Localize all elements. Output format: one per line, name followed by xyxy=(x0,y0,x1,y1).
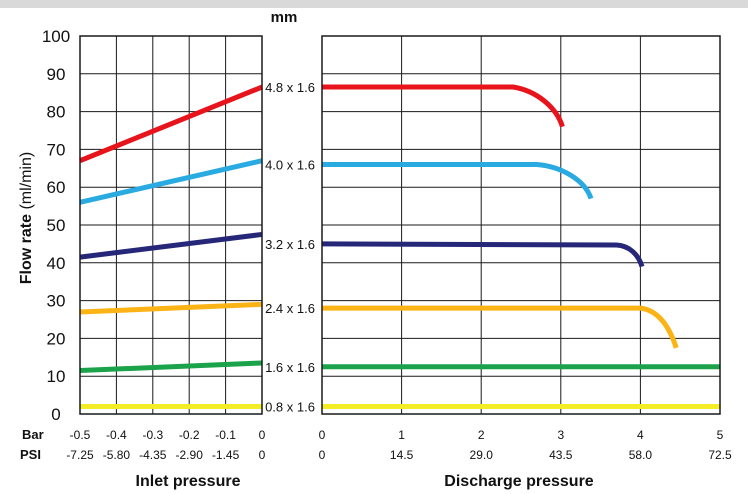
tube-size-label: 3.2 x 1.6 xyxy=(265,237,315,252)
inlet-bar-tick-label: -0.2 xyxy=(179,428,200,442)
y-tick-label: 20 xyxy=(47,329,66,348)
y-tick-label: 10 xyxy=(47,367,66,386)
discharge-bar-tick-label: 3 xyxy=(557,428,564,442)
discharge-psi-tick-label: 14.5 xyxy=(390,448,414,462)
discharge-psi-tick-label: 29.0 xyxy=(470,448,494,462)
inlet-bar-tick-label: -0.5 xyxy=(70,428,91,442)
discharge-series-3 xyxy=(321,241,645,268)
inlet-psi-tick-label: 0 xyxy=(259,448,266,462)
inlet-series-4 xyxy=(79,301,263,315)
inlet-psi-tick-label: -1.45 xyxy=(212,448,240,462)
y-tick-label: 60 xyxy=(47,178,66,197)
discharge-psi-tick-label: 72.5 xyxy=(708,448,732,462)
discharge-psi-tick-label: 58.0 xyxy=(629,448,653,462)
tube-size-label: 4.8 x 1.6 xyxy=(265,80,315,95)
y-axis-title-main: Flow rate xyxy=(18,214,35,284)
discharge-series-1 xyxy=(322,84,565,128)
y-tick-label: 40 xyxy=(47,254,66,273)
inlet-grid xyxy=(80,36,262,414)
inlet-series-2 xyxy=(79,158,263,205)
discharge-psi-tick-label: 43.5 xyxy=(549,448,573,462)
inlet-series-group xyxy=(79,84,263,409)
tube-size-label: 2.4 x 1.6 xyxy=(265,301,315,316)
y-axis-title: Flow rate (ml/min) xyxy=(18,152,35,284)
discharge-bar-tick-label: 4 xyxy=(637,428,644,442)
chart-labels: 0102030405060708090100-0.5-7.25-0.4-5.80… xyxy=(42,27,732,462)
inlet-x-axis-title: Inlet pressure xyxy=(136,473,241,490)
discharge-bar-tick-label: 2 xyxy=(478,428,485,442)
inlet-bar-tick-label: -0.1 xyxy=(215,428,236,442)
y-tick-label: 70 xyxy=(47,140,66,159)
inlet-psi-tick-label: -4.35 xyxy=(139,448,167,462)
psi-row-label: PSI xyxy=(20,447,41,462)
inlet-series-3 xyxy=(79,231,263,260)
unit-title: mm xyxy=(271,9,298,26)
discharge-psi-tick-label: 0 xyxy=(319,448,326,462)
plot-frames xyxy=(79,35,721,415)
y-tick-label: 50 xyxy=(47,216,66,235)
y-tick-label: 90 xyxy=(47,65,66,84)
inlet-psi-tick-label: -7.25 xyxy=(66,448,94,462)
discharge-grid xyxy=(322,36,720,414)
tube-size-label: 0.8 x 1.6 xyxy=(265,399,315,414)
inlet-plot-frame xyxy=(79,35,263,415)
inlet-series-1 xyxy=(79,84,263,164)
y-tick-label: 0 xyxy=(51,405,60,424)
inlet-bar-tick-label: -0.3 xyxy=(142,428,163,442)
discharge-x-axis-title: Discharge pressure xyxy=(444,473,594,490)
tube-size-label: 1.6 x 1.6 xyxy=(265,360,315,375)
inlet-psi-tick-label: -5.80 xyxy=(103,448,131,462)
discharge-plot-frame xyxy=(321,35,721,415)
discharge-bar-tick-label: 5 xyxy=(717,428,724,442)
y-tick-label: 80 xyxy=(47,103,66,122)
y-tick-label: 30 xyxy=(47,292,66,311)
discharge-series-2 xyxy=(322,162,594,200)
top-bar xyxy=(0,0,748,8)
tube-size-label: 4.0 x 1.6 xyxy=(265,158,315,173)
inlet-bar-tick-label: 0 xyxy=(259,428,266,442)
bar-row-label: Bar xyxy=(22,427,44,442)
discharge-bar-tick-label: 1 xyxy=(398,428,405,442)
y-axis-title-unit: (ml/min) xyxy=(18,152,35,210)
inlet-series-5 xyxy=(79,360,263,374)
discharge-series-4 xyxy=(322,305,679,349)
inlet-bar-tick-label: -0.4 xyxy=(106,428,127,442)
discharge-series-group xyxy=(321,84,720,409)
inlet-psi-tick-label: -2.90 xyxy=(176,448,204,462)
discharge-bar-tick-label: 0 xyxy=(319,428,326,442)
y-tick-label: 100 xyxy=(42,27,70,46)
